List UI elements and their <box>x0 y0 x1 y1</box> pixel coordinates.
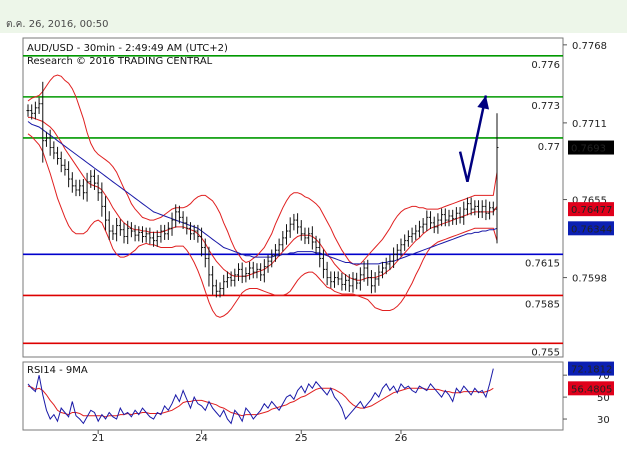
bollinger-bands <box>27 74 498 318</box>
time-tick-label: 26 <box>395 433 408 444</box>
price-tick-label: 0.7711 <box>572 119 607 130</box>
price-axis: 0.7768 0.7711 0.7655 0.7598 <box>563 41 607 285</box>
price-tag-box <box>568 140 614 155</box>
moving-average-line <box>27 121 498 265</box>
forecast-arrow <box>458 95 490 183</box>
level-label: 0.7585 <box>525 299 560 310</box>
rsi-tick-label: 50 <box>597 393 610 404</box>
rsi-value-box <box>568 361 614 376</box>
chart-subtitle: Research © 2016 TRADING CENTRAL <box>27 56 213 67</box>
date-timestamp: ต.ค. 26, 2016, 00:50 <box>6 19 109 30</box>
price-tag-label: 0.7693 <box>571 144 606 155</box>
price-tags: 0.7693 0.76477 0.76344 <box>568 140 614 236</box>
price-tag-box <box>568 202 614 217</box>
rsi-value-label: 72.1812 <box>571 365 612 376</box>
price-tick-label: 0.7598 <box>572 274 607 285</box>
price-tag-label: 0.76344 <box>571 224 612 235</box>
time-tick-label: 25 <box>295 433 308 444</box>
price-tag-box <box>568 221 614 236</box>
level-label: 0.755 <box>531 347 560 358</box>
bollinger-mid-line <box>28 116 498 281</box>
chart-title: AUD/USD - 30min - 2:49:49 AM (UTC+2) <box>27 43 228 54</box>
rsi-label: RSI14 - 9MA <box>27 365 88 376</box>
price-tick-label: 0.7655 <box>572 196 607 207</box>
forecast-arrow-head <box>477 95 490 110</box>
bollinger-lower-line <box>27 133 498 318</box>
price-tick-label: 0.7768 <box>572 41 607 52</box>
rsi-tick-label: 70 <box>597 371 610 382</box>
bollinger-upper-line <box>27 74 498 266</box>
rsi-tick-label: 30 <box>597 415 610 426</box>
top-bar: ต.ค. 26, 2016, 00:50 <box>0 0 627 33</box>
level-label: 0.776 <box>531 60 560 71</box>
rsi-ma-line <box>27 385 494 418</box>
time-tick-label: 21 <box>92 433 105 444</box>
price-bars <box>26 81 499 298</box>
support-resistance-levels: 0.776 0.773 0.77 0.7615 0.7585 0.755 <box>23 54 563 358</box>
price-panel-frame <box>22 37 564 358</box>
price-tag-label: 0.76477 <box>571 205 612 216</box>
time-tick-label: 24 <box>195 433 208 444</box>
rsi-ma-value-box <box>568 381 614 396</box>
level-label: 0.773 <box>531 101 560 112</box>
rsi-ma-value-label: 56.4805 <box>571 384 612 395</box>
level-label: 0.7615 <box>525 258 560 269</box>
rsi-indicator: 70 50 30 72.1812 56.4805 <box>27 361 614 426</box>
level-label: 0.77 <box>538 142 560 153</box>
forecast-arrow-line <box>458 95 488 183</box>
time-axis: 21 24 25 26 <box>92 430 408 444</box>
rsi-line <box>27 368 494 425</box>
rsi-panel-frame <box>22 361 564 431</box>
